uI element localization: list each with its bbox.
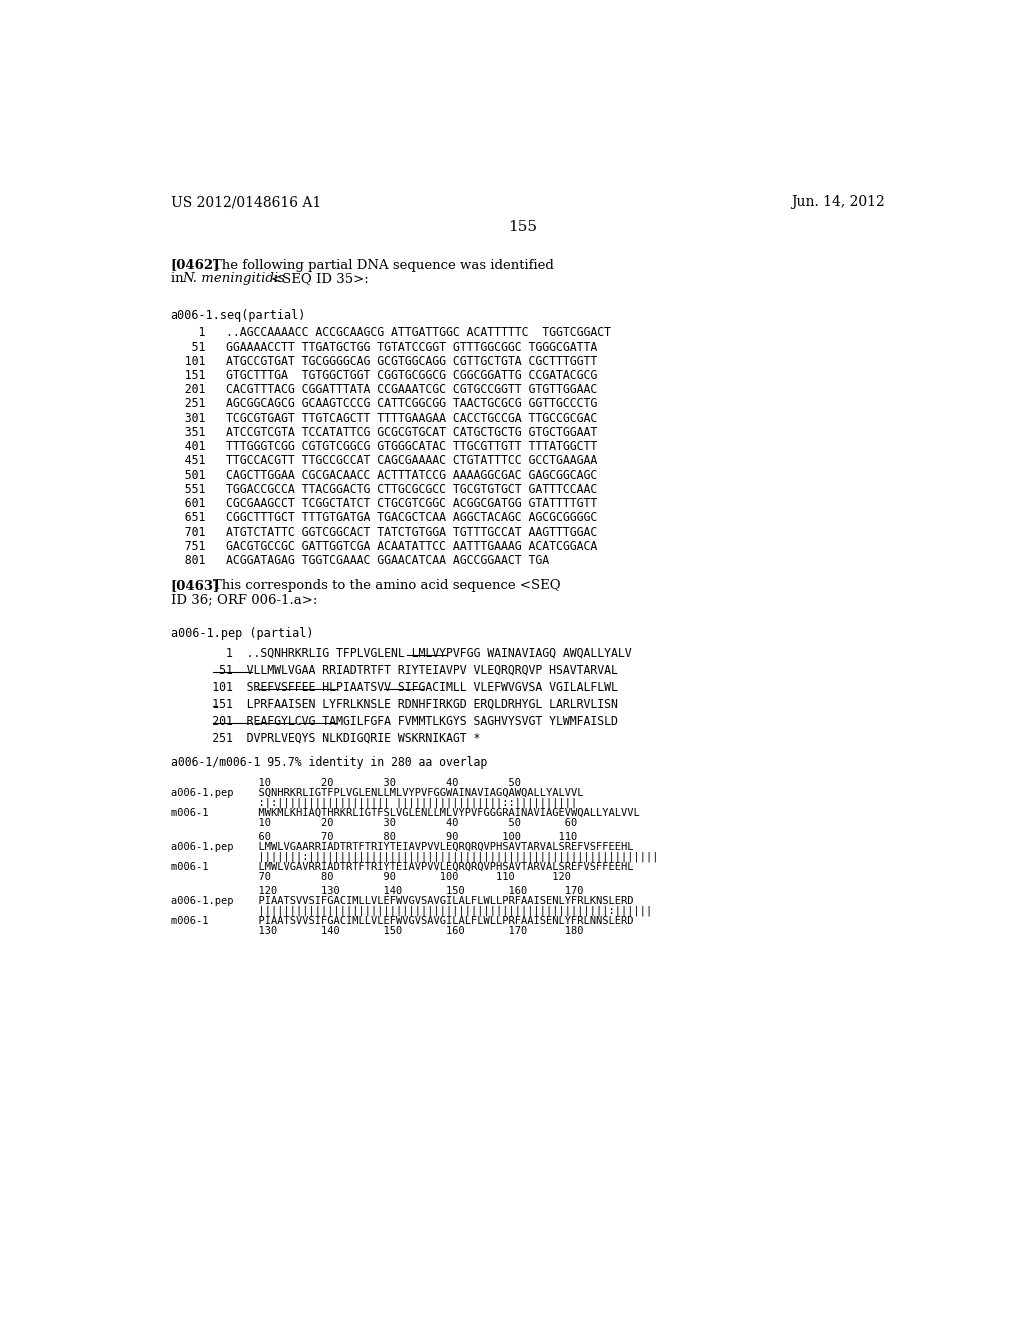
- Text: 151  LPRFAAISEN LYFRLKNSLE RDNHFIRKGD ERQLDRHYGL LARLRVLISN: 151 LPRFAAISEN LYFRLKNSLE RDNHFIRKGD ERQ…: [171, 698, 617, 710]
- Text: 601   CGCGAAGCCT TCGGCTATCT CTGCGTCGGC ACGGCGATGG GTATTTTGTT: 601 CGCGAAGCCT TCGGCTATCT CTGCGTCGGC ACG…: [171, 498, 597, 511]
- Text: m006-1        LMWLVGAVRRIADTRTFTRIYTEIAVPVVLEQRQRQVPHSAVTARVALSREFVSFFEEHL: m006-1 LMWLVGAVRRIADTRTFTRIYTEIAVPVVLEQR…: [171, 862, 633, 871]
- Text: 401   TTTGGGTCGG CGTGTCGGCG GTGGGCATAC TTGCGTTGTT TTTATGGCTT: 401 TTTGGGTCGG CGTGTCGGCG GTGGGCATAC TTG…: [171, 441, 597, 453]
- Text: US 2012/0148616 A1: US 2012/0148616 A1: [171, 195, 321, 210]
- Text: 451   TTGCCACGTT TTGCCGCCAT CAGCGAAAAC CTGTATTTCC GCCTGAAGAA: 451 TTGCCACGTT TTGCCGCCAT CAGCGAAAAC CTG…: [171, 454, 597, 467]
- Text: in: in: [171, 272, 187, 285]
- Text: [0463]: [0463]: [171, 579, 220, 593]
- Text: 751   GACGTGCCGC GATTGGTCGA ACAATATTCC AATTTGAAAG ACATCGGACA: 751 GACGTGCCGC GATTGGTCGA ACAATATTCC AAT…: [171, 540, 597, 553]
- Text: 51  VLLMWLVGAA RRIADTRTFT RIYTEIAVPV VLEQRQRQVP HSAVTARVAL: 51 VLLMWLVGAA RRIADTRTFT RIYTEIAVPV VLEQ…: [171, 664, 617, 677]
- Text: ID 36; ORF 006-1.a>:: ID 36; ORF 006-1.a>:: [171, 593, 317, 606]
- Text: [0462]: [0462]: [171, 259, 220, 272]
- Text: a006-1.seq(partial): a006-1.seq(partial): [171, 309, 306, 322]
- Text: 130       140       150       160       170      180: 130 140 150 160 170 180: [171, 925, 583, 936]
- Text: |||||||:||||||||||||||||||||||||||||||||||||||||||||||||||||||||: |||||||:||||||||||||||||||||||||||||||||…: [171, 851, 658, 862]
- Text: a006-1.pep (partial): a006-1.pep (partial): [171, 627, 313, 640]
- Text: :|:|||||||||||||||||| |||||||||||||||||::||||||||||: :|:|||||||||||||||||| |||||||||||||||||:…: [171, 797, 577, 808]
- Text: This corresponds to the amino acid sequence <SEQ: This corresponds to the amino acid seque…: [213, 579, 561, 593]
- Text: a006-1.pep    SQNHRKRLIGTFPLVGLENLLMLVYPVFGGWAINAVIAGQAWQALLYALVVL: a006-1.pep SQNHRKRLIGTFPLVGLENLLMLVYPVFG…: [171, 788, 583, 797]
- Text: a006-1/m006-1 95.7% identity in 280 aa overlap: a006-1/m006-1 95.7% identity in 280 aa o…: [171, 756, 486, 770]
- Text: 51   GGAAAACCTT TTGATGCTGG TGTATCCGGT GTTTGGCGGC TGGGCGATTA: 51 GGAAAACCTT TTGATGCTGG TGTATCCGGT GTTT…: [171, 341, 597, 354]
- Text: m006-1        PIAATSVVSIFGACIMLLVLEFWVGVSAVGILALFLWLLPRFAAISENLYFRLNNSLERD: m006-1 PIAATSVVSIFGACIMLLVLEFWVGVSAVGILA…: [171, 916, 633, 925]
- Text: 201   CACGTTTACG CGGATTTATA CCGAAATCGC CGTGCCGGTT GTGTTGGAAC: 201 CACGTTTACG CGGATTTATA CCGAAATCGC CGT…: [171, 383, 597, 396]
- Text: 1   ..AGCCAAAACC ACCGCAAGCG ATTGATTGGC ACATTTTTC  TGGTCGGACT: 1 ..AGCCAAAACC ACCGCAAGCG ATTGATTGGC ACA…: [171, 326, 610, 339]
- Text: 201  REAFGYLCVG TAMGILFGFA FVMMTLKGYS SAGHVYSVGT YLWMFAISLD: 201 REAFGYLCVG TAMGILFGFA FVMMTLKGYS SAG…: [171, 714, 617, 727]
- Text: 10        20        30        40        50       60: 10 20 30 40 50 60: [171, 818, 577, 828]
- Text: a006-1.pep    LMWLVGAARRIADTRTFTRIYTEIAVPVVLEQRQRQVPHSAVTARVALSREFVSFFEEHL: a006-1.pep LMWLVGAARRIADTRTFTRIYTEIAVPVV…: [171, 842, 633, 851]
- Text: 60        70        80        90       100      110: 60 70 80 90 100 110: [171, 832, 577, 842]
- Text: 101  SREFVSFFEE HLPIAATSVV SIFGACIMLL VLEFWVGVSA VGILALFLWL: 101 SREFVSFFEE HLPIAATSVV SIFGACIMLL VLE…: [171, 681, 617, 694]
- Text: 251  DVPRLVEQYS NLKDIGQRIE WSKRNIKAGT *: 251 DVPRLVEQYS NLKDIGQRIE WSKRNIKAGT *: [171, 731, 480, 744]
- Text: 10        20        30        40        50: 10 20 30 40 50: [171, 777, 520, 788]
- Text: a006-1.pep    PIAATSVVSIFGACIMLLVLEFWVGVSAVGILALFLWLLPRFAAISENLYFRLKNSLERD: a006-1.pep PIAATSVVSIFGACIMLLVLEFWVGVSAV…: [171, 896, 633, 906]
- Text: 651   CGGCTTTGCT TTTGTGATGA TGACGCTCAA AGGCTACAGC AGCGCGGGGC: 651 CGGCTTTGCT TTTGTGATGA TGACGCTCAA AGG…: [171, 511, 597, 524]
- Text: 351   ATCCGTCGTA TCCATATTCG GCGCGTGCAT CATGCTGCTG GTGCTGGAAT: 351 ATCCGTCGTA TCCATATTCG GCGCGTGCAT CAT…: [171, 426, 597, 440]
- Text: 70        80        90       100      110      120: 70 80 90 100 110 120: [171, 871, 570, 882]
- Text: 120       130       140       150       160      170: 120 130 140 150 160 170: [171, 886, 583, 896]
- Text: <SEQ ID 35>:: <SEQ ID 35>:: [271, 272, 369, 285]
- Text: 151   GTGCTTTGA  TGTGGCTGGT CGGTGCGGCG CGGCGGATTG CCGATACGCG: 151 GTGCTTTGA TGTGGCTGGT CGGTGCGGCG CGGC…: [171, 370, 597, 381]
- Text: 701   ATGTCTATTC GGTCGGCACT TATCTGTGGA TGTTTGCCAT AAGTTTGGAC: 701 ATGTCTATTC GGTCGGCACT TATCTGTGGA TGT…: [171, 525, 597, 539]
- Text: Jun. 14, 2012: Jun. 14, 2012: [791, 195, 885, 210]
- Text: 501   CAGCTTGGAA CGCGACAACC ACTTTATCCG AAAAGGCGAC GAGCGGCAGC: 501 CAGCTTGGAA CGCGACAACC ACTTTATCCG AAA…: [171, 469, 597, 482]
- Text: 155: 155: [508, 220, 537, 234]
- Text: ||||||||||||||||||||||||||||||||||||||||||||||||||||||||:||||||: ||||||||||||||||||||||||||||||||||||||||…: [171, 906, 652, 916]
- Text: 801   ACGGATAGAG TGGTCGAAAC GGAACATCAA AGCCGGAACT TGA: 801 ACGGATAGAG TGGTCGAAAC GGAACATCAA AGC…: [171, 554, 549, 568]
- Text: The following partial DNA sequence was identified: The following partial DNA sequence was i…: [213, 259, 554, 272]
- Text: 101   ATGCCGTGAT TGCGGGGCAG GCGTGGCAGG CGTTGCTGTA CGCTTTGGTT: 101 ATGCCGTGAT TGCGGGGCAG GCGTGGCAGG CGT…: [171, 355, 597, 368]
- Text: N. meningitidis: N. meningitidis: [182, 272, 285, 285]
- Text: m006-1        MWKMLKHIAQTHRKRLIGTFSLVGLENLLMLVYPVFGGGRAINAVIAGEVWQALLYALVVL: m006-1 MWKMLKHIAQTHRKRLIGTFSLVGLENLLMLVY…: [171, 808, 639, 818]
- Text: 251   AGCGGCAGCG GCAAGTCCCG CATTCGGCGG TAACTGCGCG GGTTGCCCTG: 251 AGCGGCAGCG GCAAGTCCCG CATTCGGCGG TAA…: [171, 397, 597, 411]
- Text: 551   TGGACCGCCA TTACGGACTG CTTGCGCGCC TGCGTGTGCT GATTTCCAAC: 551 TGGACCGCCA TTACGGACTG CTTGCGCGCC TGC…: [171, 483, 597, 496]
- Text: 301   TCGCGTGAGT TTGTCAGCTT TTTTGAAGAA CACCTGCCGA TTGCCGCGAC: 301 TCGCGTGAGT TTGTCAGCTT TTTTGAAGAA CAC…: [171, 412, 597, 425]
- Text: 1  ..SQNHRKRLIG TFPLVGLENL LMLVYPVFGG WAINAVIAGQ AWQALLYALV: 1 ..SQNHRKRLIG TFPLVGLENL LMLVYPVFGG WAI…: [171, 647, 631, 660]
